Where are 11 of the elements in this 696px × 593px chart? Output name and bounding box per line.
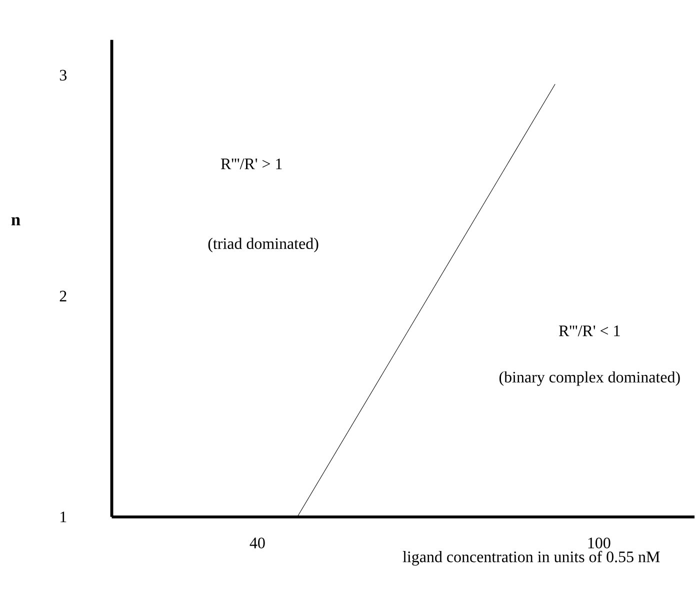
x-tick-label: 40	[250, 538, 265, 548]
annotation: (triad dominated)	[208, 238, 318, 252]
annotation: R'''/R' > 1	[220, 158, 282, 170]
y-axis-title: n	[11, 217, 20, 226]
y-tick-label: 1	[60, 512, 66, 522]
annotation: R'''/R' < 1	[558, 326, 620, 336]
y-tick-label: 2	[60, 290, 66, 302]
y-tick-label: 3	[60, 70, 67, 81]
x-axis-title: ligand concentration in units of 0.55 nM	[402, 551, 660, 566]
annotation: (binary complex dominated)	[499, 371, 680, 386]
x-tick-label: 100	[588, 538, 610, 548]
